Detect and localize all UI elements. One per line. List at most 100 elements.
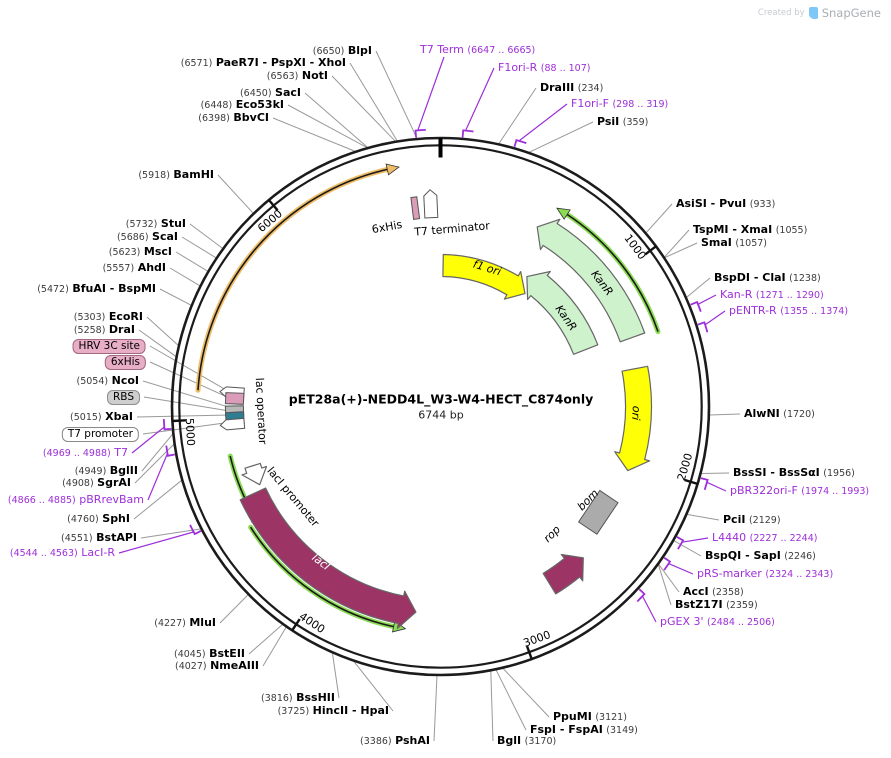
feature-kanr-arrow-outer[interactable] xyxy=(536,218,646,343)
primer-label-pGEX 3'[interactable]: pGEX 3' (2484 .. 2506) xyxy=(656,615,775,629)
enzyme-label-BspDI - ClaI[interactable]: BspDI - ClaI (1238) xyxy=(710,271,821,285)
feature-label-T7 terminator[interactable]: T7 terminator xyxy=(413,219,491,239)
feature-label-lac operator[interactable]: lac operator xyxy=(252,377,269,445)
leader-line-pGEX 3' xyxy=(641,595,657,623)
enzyme-label-BbvCI[interactable]: (6398) BbvCI xyxy=(198,111,273,125)
feature-bom-box[interactable] xyxy=(577,489,619,535)
enzyme-label-AlwNI[interactable]: AlwNI (1720) xyxy=(740,407,815,421)
enzyme-label-MscI[interactable]: (5623) MscI xyxy=(109,245,176,259)
primer-label-pBR322ori-F[interactable]: pBR322ori-F (1974 .. 1993) xyxy=(726,484,869,498)
feature-tag-label-T7 promoter[interactable]: T7 promoter xyxy=(61,427,143,442)
enzyme-label-ScaI[interactable]: (5686) ScaI xyxy=(117,230,182,244)
primer-label-T7 Term[interactable]: T7 Term (6647 .. 6665) xyxy=(420,43,535,57)
feature-f1-ori-arrow[interactable] xyxy=(442,253,526,300)
enzyme-label-NotI[interactable]: (6563) NotI xyxy=(267,69,332,83)
primer-label-F1ori-R[interactable]: F1ori-R (88 .. 107) xyxy=(494,61,590,75)
enzyme-label-NmeAIII[interactable]: (4027) NmeAIII xyxy=(175,659,263,673)
feature-label-KanR[interactable]: KanR xyxy=(588,267,616,299)
enzyme-label-SacI[interactable]: (6450) SacI xyxy=(240,86,305,100)
primer-label-T7[interactable]: (4969 .. 4988) T7 xyxy=(43,446,132,460)
enzyme-label-PsiI[interactable]: PsiI (359) xyxy=(593,115,648,129)
marker-t7-promoter-marker[interactable] xyxy=(219,417,246,431)
enzyme-position: (4908) xyxy=(62,478,94,489)
primer-label-F1ori-F[interactable]: F1ori-F (298 .. 319) xyxy=(567,97,668,111)
enzyme-name: BstEII xyxy=(209,647,245,660)
enzyme-label-MluI[interactable]: (4227) MluI xyxy=(154,616,220,630)
enzyme-label-AsiSI - PvuI[interactable]: AsiSI - PvuI (933) xyxy=(672,197,775,211)
enzyme-label-BstAPI[interactable]: (4551) BstAPI xyxy=(61,531,141,545)
leader-line-BbvCI xyxy=(272,117,356,152)
enzyme-label-PaeR7I - PspXI - XhoI[interactable]: (6571) PaeR7I - PspXI - XhoI xyxy=(181,56,350,70)
enzyme-label-BglI[interactable]: BglI (3170) xyxy=(493,734,556,748)
enzyme-name: FspI - FspAI xyxy=(530,723,603,736)
leader-line-BstZ17I xyxy=(657,564,672,606)
leader-line-Kan-R xyxy=(697,294,717,305)
enzyme-label-SphI[interactable]: (4760) SphI xyxy=(67,512,134,526)
feature-label-ori[interactable]: ori xyxy=(629,405,644,421)
enzyme-label-BfuAI - BspMI[interactable]: (5472) BfuAI - BspMI xyxy=(37,282,160,296)
enzyme-label-BamHI[interactable]: (5918) BamHI xyxy=(138,168,218,182)
enzyme-position: (3170) xyxy=(524,736,557,747)
primer-label-L4440[interactable]: L4440 (2227 .. 2244) xyxy=(708,531,817,545)
enzyme-position: (5732) xyxy=(125,219,158,230)
enzyme-label-PciI[interactable]: PciI (2129) xyxy=(719,513,781,527)
feature-label-6xHis[interactable]: 6xHis xyxy=(370,218,404,237)
enzyme-label-BglII[interactable]: (4949) BglII xyxy=(75,464,142,478)
feature-ori-arrow[interactable] xyxy=(614,365,653,472)
enzyme-label-HincII - HpaI[interactable]: (3725) HincII - HpaI xyxy=(278,704,393,718)
primer-label-LacI-R[interactable]: (4544 .. 4563) LacI-R xyxy=(10,546,119,560)
enzyme-label-BspQI - SapI[interactable]: BspQI - SapI (2246) xyxy=(701,549,816,563)
enzyme-label-TspMI - XmaI[interactable]: TspMI - XmaI (1055) xyxy=(689,223,807,237)
enzyme-label-DraIII[interactable]: DraIII (234) xyxy=(536,81,603,95)
feature-laci-arrow[interactable] xyxy=(239,487,417,629)
enzyme-label-PpuMI[interactable]: PpuMI (3121) xyxy=(549,710,627,724)
feature-label-KanR[interactable]: KanR xyxy=(552,302,580,333)
enzyme-label-XbaI[interactable]: (5015) XbaI xyxy=(70,410,137,424)
feature-tag-label-6xHis[interactable]: 6xHis xyxy=(104,355,150,370)
scale-label-5000: 5000 xyxy=(182,417,198,447)
enzyme-label-Eco53kI[interactable]: (6448) Eco53kI xyxy=(201,98,288,112)
feature-rop-arrow[interactable] xyxy=(542,553,584,595)
primer-label-pBRrevBam[interactable]: (4866 .. 4885) pBRrevBam xyxy=(8,493,148,507)
feature-lac-promoter-arrow[interactable] xyxy=(241,462,268,486)
feature-tag-label-HRV 3C site[interactable]: HRV 3C site xyxy=(72,339,150,354)
primer-label-pRS-marker[interactable]: pRS-marker (2324 .. 2343) xyxy=(693,567,833,581)
enzyme-label-StuI[interactable]: (5732) StuI xyxy=(126,217,190,231)
feature-label-rop[interactable]: rop xyxy=(540,522,563,545)
enzyme-label-SgrAI[interactable]: (4908) SgrAI xyxy=(62,476,135,490)
enzyme-label-PshAI[interactable]: (3386) PshAI xyxy=(360,734,434,748)
enzyme-position: (1238) xyxy=(789,273,821,284)
enzyme-label-AccI[interactable]: AccI (2358) xyxy=(679,585,744,599)
enzyme-label-NcoI[interactable]: (5054) NcoI xyxy=(77,374,143,388)
primer-tick-T7 xyxy=(162,419,172,431)
primer-label-Kan-R[interactable]: Kan-R (1271 .. 1290) xyxy=(716,288,824,302)
enzyme-label-BstZ17I[interactable]: BstZ17I (2359) xyxy=(671,598,758,612)
primer-tick-Kan-R xyxy=(690,300,702,313)
feature-label-lacI promoter[interactable]: lacI promoter xyxy=(264,464,322,530)
primer-label-pENTR-R[interactable]: pENTR-R (1355 .. 1374) xyxy=(725,304,848,318)
marker-his6-cterm-marker[interactable] xyxy=(410,196,421,220)
feature-kanr-arrow-inner[interactable] xyxy=(526,270,599,355)
feature-tag-label-RBS[interactable]: RBS xyxy=(107,390,144,405)
feature-tag-text: 6xHis xyxy=(104,355,146,370)
enzyme-label-SmaI[interactable]: SmaI (1057) xyxy=(697,236,767,250)
enzyme-label-EcoRI[interactable]: (5303) EcoRI xyxy=(74,310,147,324)
enzyme-label-FspI - FspAI[interactable]: FspI - FspAI (3149) xyxy=(526,723,638,737)
primer-tick-pENTR-R xyxy=(697,321,709,333)
enzyme-label-DraI[interactable]: (5258) DraI xyxy=(74,323,139,337)
enzyme-label-BlpI[interactable]: (6650) BlpI xyxy=(313,44,376,58)
marker-his6-nterm-marker[interactable] xyxy=(224,392,245,405)
feature-label-f1 ori[interactable]: f1 ori xyxy=(470,257,503,279)
enzyme-label-BssSI - BssSαI[interactable]: BssSI - BssSαI (1956) xyxy=(729,466,855,480)
enzyme-label-BssHII[interactable]: (3816) BssHII xyxy=(261,691,339,705)
enzyme-position: (1057) xyxy=(735,238,767,249)
marker-t7-terminator-marker[interactable] xyxy=(423,189,439,219)
enzyme-label-BstEII[interactable]: (4045) BstEII xyxy=(174,647,249,661)
leader-line-L4440 xyxy=(681,537,709,543)
enzyme-name: TspMI - XmaI xyxy=(693,223,773,236)
enzyme-name: AlwNI xyxy=(744,407,780,420)
enzyme-label-AhdI[interactable]: (5557) AhdI xyxy=(103,261,170,275)
feature-label-lacI[interactable]: lacI xyxy=(309,550,333,573)
enzyme-position: (1055) xyxy=(775,225,808,236)
feature-label-bom[interactable]: bom xyxy=(575,487,602,514)
